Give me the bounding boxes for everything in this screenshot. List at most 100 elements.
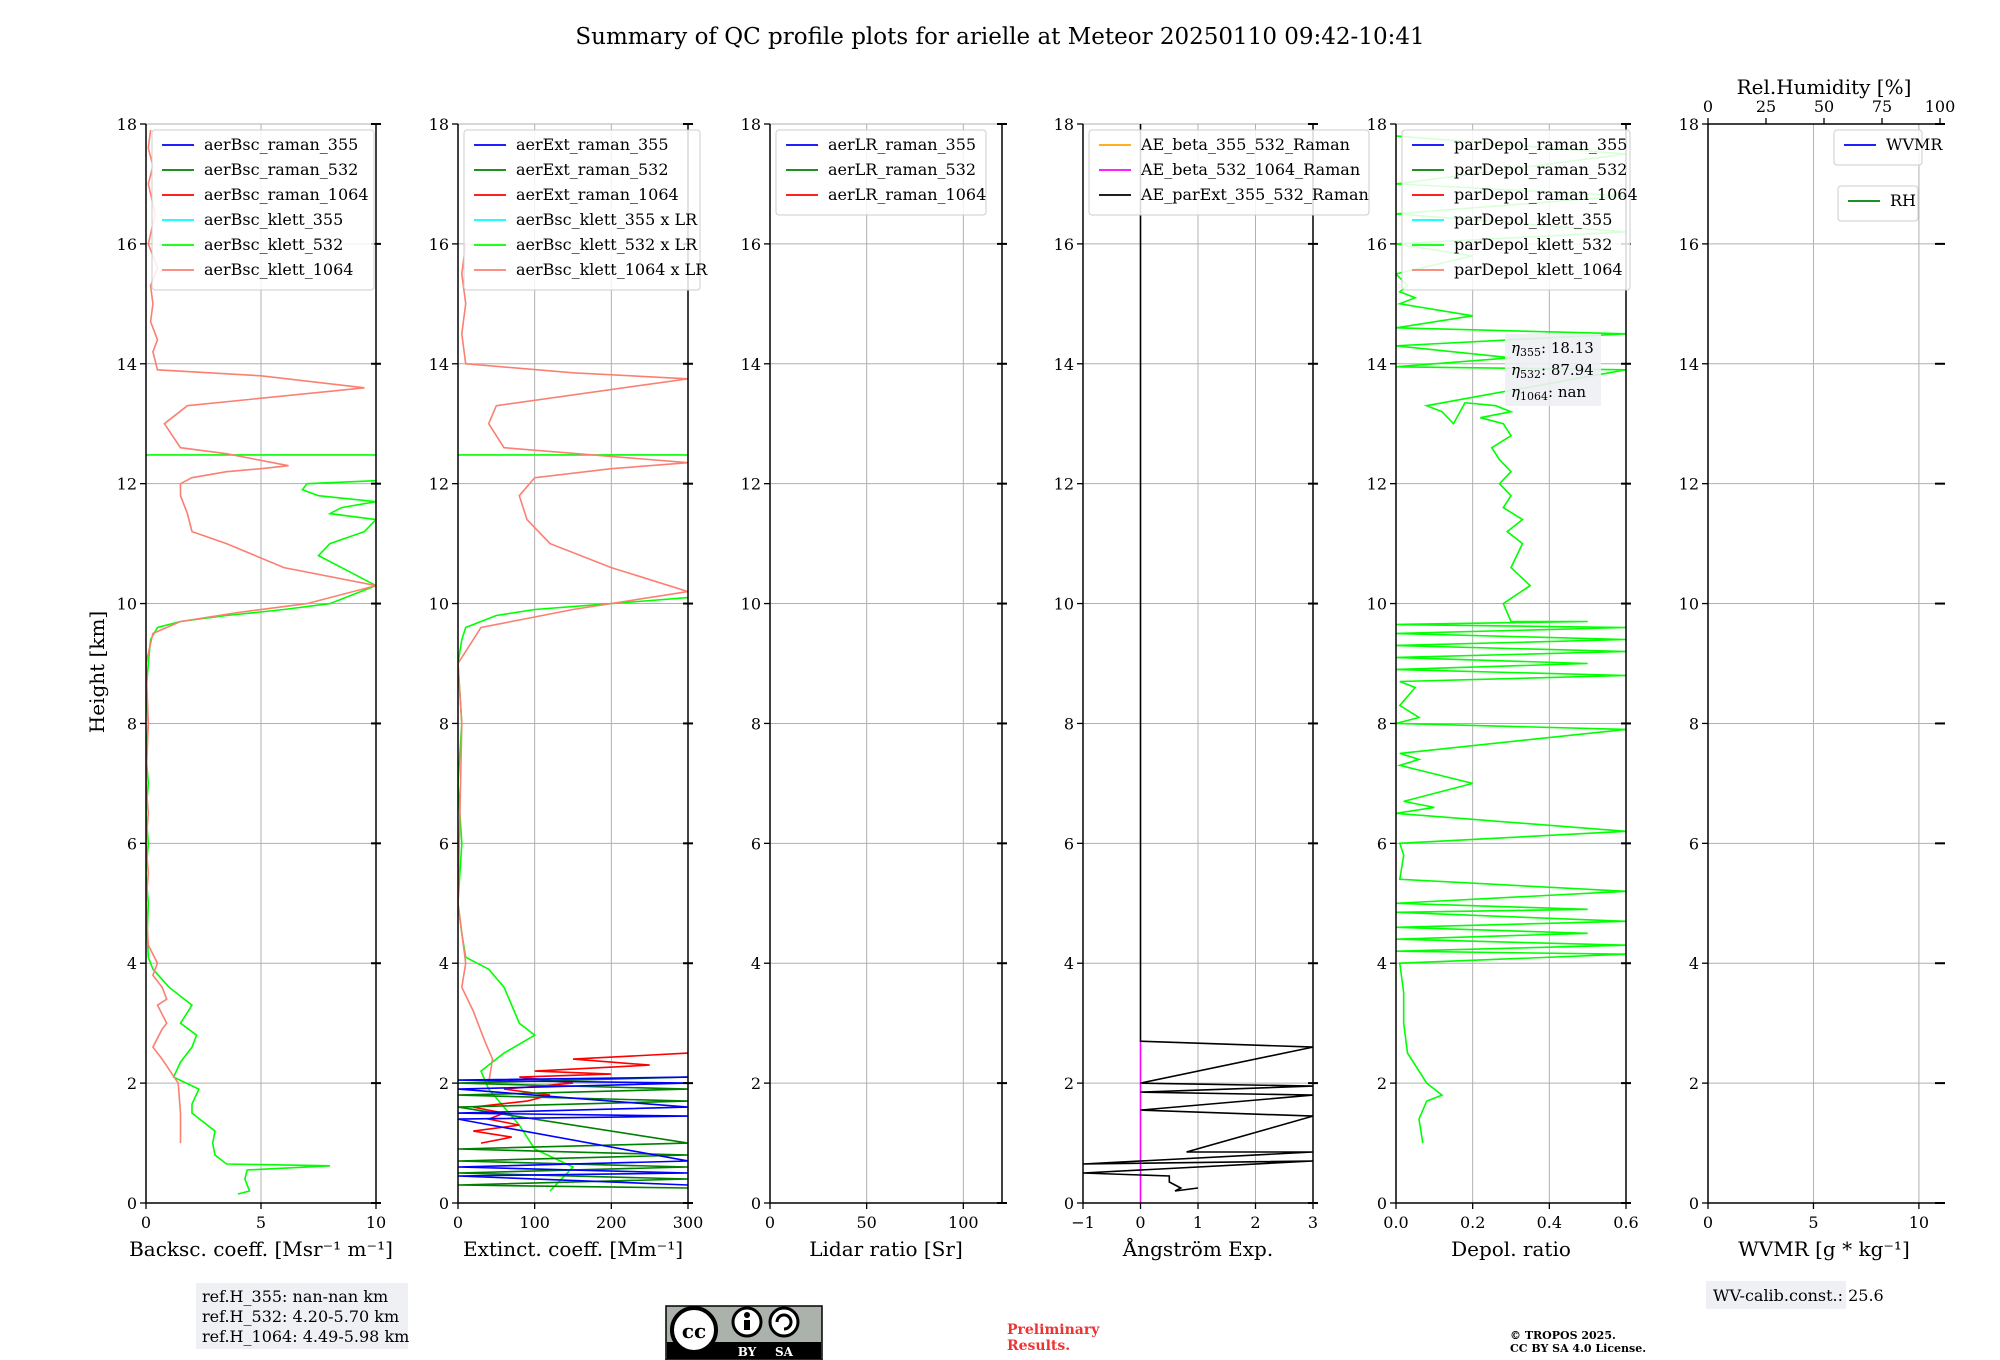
x-tick-label: 0.2	[1460, 1213, 1485, 1232]
y-tick-label: 14	[1054, 355, 1074, 374]
panel-lidar_ratio: 0 2 4 6 8 10 12 14 16 18 0 50 100 Lidar ratio [Sr] aer…	[741, 115, 1007, 1261]
eta-symbol: η	[1511, 383, 1520, 401]
cc-icon-label: cc	[682, 1319, 706, 1343]
y-tick-label: 6	[751, 834, 761, 853]
legend-label: WVMR	[1886, 135, 1943, 154]
y-tick-label: 6	[1689, 834, 1699, 853]
x-tick-label: −1	[1071, 1213, 1095, 1232]
attribution-icon-head	[744, 1312, 750, 1318]
eta-symbol: η	[1511, 361, 1520, 379]
y-tick-label: 8	[1689, 714, 1699, 733]
panel-depolarization: 0 2 4 6 8 10 12 14 16 18 0.0 0.2 0.4 0.6 Depol. ratio p…	[1367, 115, 1639, 1261]
y-tick-label: 16	[429, 235, 449, 254]
y-tick-label: 12	[1367, 475, 1387, 494]
x-tick-label: 0	[453, 1213, 463, 1232]
eta-symbol: η	[1511, 339, 1520, 357]
y-tick-label: 8	[751, 714, 761, 733]
y-tick-label: 2	[439, 1074, 449, 1093]
y-tick-label: 12	[1054, 475, 1074, 494]
y-tick-label: 10	[741, 595, 761, 614]
series-line-aerBsc_klett_1064 x LR	[458, 243, 688, 1084]
wv-calibration-box-bg	[1706, 1281, 1846, 1309]
badge-sa-label: SA	[775, 1345, 794, 1359]
legend-label: parDepol_klett_355	[1454, 210, 1612, 229]
copyright-line-1: © TROPOS 2025.	[1510, 1329, 1616, 1342]
y-tick-label: 2	[127, 1074, 137, 1093]
share-alike-icon	[768, 1306, 800, 1338]
preliminary-line-2: Results.	[1007, 1338, 1070, 1354]
y-tick-label: 16	[117, 235, 137, 254]
legend-frame	[151, 129, 375, 291]
eta-annotation-bg	[1505, 334, 1601, 406]
x-tick-label: 10	[366, 1213, 386, 1232]
y-tick-label: 8	[1377, 714, 1387, 733]
y-tick-label: 0	[127, 1194, 137, 1213]
y-tick-label: 18	[1679, 115, 1699, 134]
y-tick-label: 14	[741, 355, 761, 374]
y-tick-label: 0	[751, 1194, 761, 1213]
x-tick-label: 2	[1250, 1213, 1260, 1232]
wv-calibration-box: WV-calib.const.: 25.6	[1706, 1281, 1884, 1309]
legend-label: parDepol_raman_355	[1454, 135, 1627, 154]
y-tick-label: 0	[1689, 1194, 1699, 1213]
legend-frame	[1833, 129, 1923, 166]
top-x-tick-label: 75	[1872, 97, 1892, 116]
x-axis-label: Extinct. coeff. [Mm⁻¹]	[463, 1237, 683, 1261]
legend-label: aerLR_raman_532	[828, 160, 976, 179]
y-tick-label: 4	[1689, 954, 1699, 973]
legend-label: aerBsc_klett_355 x LR	[516, 210, 698, 229]
x-tick-label: 1	[1193, 1213, 1203, 1232]
y-tick-label: 12	[741, 475, 761, 494]
y-tick-label: 10	[1054, 595, 1074, 614]
legend-frame	[775, 129, 987, 216]
legend-label: parDepol_klett_1064	[1454, 260, 1623, 279]
legend-label: AE_beta_355_532_Raman	[1140, 135, 1350, 154]
y-tick-label: 16	[1367, 235, 1387, 254]
y-axis-label: Height [km]	[85, 611, 109, 733]
y-tick-label: 10	[1367, 595, 1387, 614]
y-tick-label: 0	[1064, 1194, 1074, 1213]
legend: AE_beta_355_532_Raman AE_beta_532_1064_Ra…	[1088, 129, 1370, 216]
eta-annotation-line: η532: 87.94	[1511, 361, 1594, 381]
x-axis-label: Ångström Exp.	[1122, 1236, 1273, 1261]
x-tick-label: 0.4	[1537, 1213, 1562, 1232]
legend-label: parDepol_raman_1064	[1454, 185, 1638, 204]
legend: aerExt_raman_355 aerExt_raman_532 aerExt_r…	[463, 129, 708, 291]
cc-by-sa-badge[interactable]: cc BY SA	[665, 1305, 823, 1360]
x-tick-label: 0	[1135, 1213, 1145, 1232]
x-tick-label: 100	[519, 1213, 550, 1232]
y-tick-label: 4	[127, 954, 137, 973]
y-tick-label: 16	[741, 235, 761, 254]
x-tick-label: 300	[673, 1213, 704, 1232]
eta-subscript: 355	[1520, 346, 1541, 359]
legend-label: AE_beta_532_1064_Raman	[1140, 160, 1360, 179]
x-tick-label: 0	[765, 1213, 775, 1232]
series-group	[146, 129, 376, 1195]
eta-annotation-line: η1064: nan	[1511, 383, 1586, 403]
cc-icon	[670, 1306, 718, 1354]
y-tick-label: 8	[1064, 714, 1074, 733]
top-x-tick-label: 50	[1814, 97, 1834, 116]
eta-value: : nan	[1548, 383, 1586, 401]
x-tick-label: 0	[141, 1213, 151, 1232]
y-tick-label: 18	[741, 115, 761, 134]
y-tick-label: 4	[439, 954, 449, 973]
legend-label: aerBsc_klett_1064	[204, 260, 353, 279]
legend-label: parDepol_klett_532	[1454, 235, 1612, 254]
legend-label: aerExt_raman_355	[516, 135, 669, 154]
y-tick-label: 18	[429, 115, 449, 134]
panel-extinction: 0 2 4 6 8 10 12 14 16 18 0 100 200 300 Extinct. coeff.…	[429, 115, 709, 1261]
legend-label: aerExt_raman_532	[516, 160, 669, 179]
series-line-aerExt_raman_532	[458, 1076, 688, 1189]
legend-frame	[1837, 185, 1919, 222]
x-tick-label: 0	[1703, 1213, 1713, 1232]
x-tick-label: 200	[596, 1213, 627, 1232]
y-tick-label: 4	[751, 954, 761, 973]
series-group	[1083, 124, 1313, 1203]
y-tick-label: 14	[117, 355, 137, 374]
legend-label: aerLR_raman_1064	[828, 185, 986, 204]
eta-value: : 87.94	[1541, 361, 1594, 379]
